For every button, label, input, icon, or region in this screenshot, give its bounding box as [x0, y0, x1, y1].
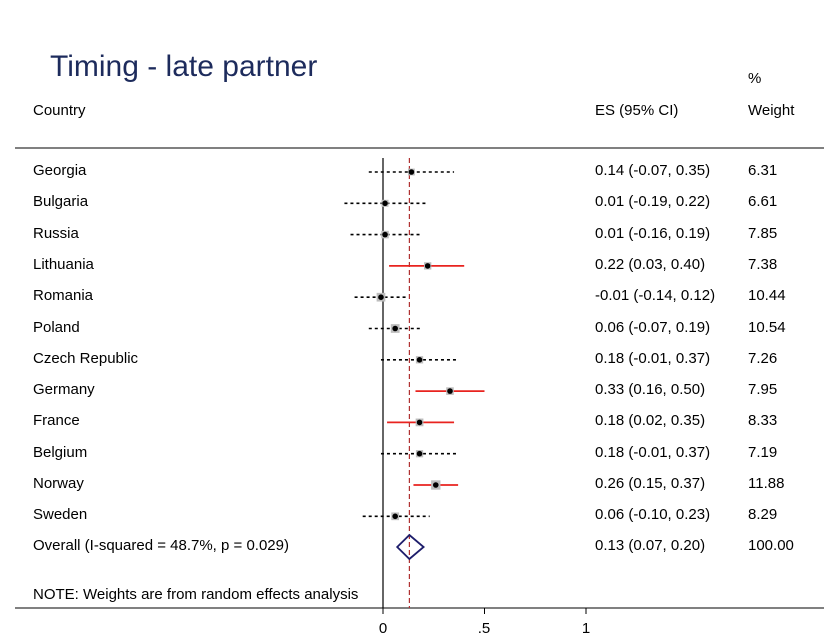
- overall-effect-size-value: 0.13 (0.07, 0.20): [595, 537, 706, 554]
- x-tick-label: 0: [378, 620, 388, 637]
- effect-size-value: 0.18 (-0.01, 0.37): [595, 443, 711, 461]
- country-label: Lithuania: [33, 255, 94, 273]
- point-estimate: [416, 419, 423, 426]
- point-estimate: [382, 200, 388, 207]
- weight-column-header: Weight: [748, 102, 795, 119]
- x-tick-label: 1: [581, 620, 591, 637]
- point-estimate: [382, 231, 388, 238]
- effect-size-value: 0.06 (-0.07, 0.19): [595, 318, 711, 336]
- weight-value: 8.29: [748, 506, 778, 524]
- point-estimate: [408, 169, 415, 175]
- effect-size-value: 0.14 (-0.07, 0.35): [595, 162, 711, 179]
- overall-diamond: [395, 533, 425, 561]
- weight-value: 7.38: [748, 255, 778, 273]
- country-label: Bulgaria: [33, 193, 89, 211]
- overall-weight-value: 100.00: [748, 537, 794, 554]
- country-label: Belgium: [33, 443, 88, 461]
- weight-value: 7.85: [748, 224, 778, 242]
- effect-size-value: 0.01 (-0.19, 0.22): [595, 193, 711, 211]
- weight-value: 11.88: [748, 475, 785, 492]
- weights-note: NOTE: Weights are from random effects an…: [33, 586, 359, 603]
- point-estimate: [392, 513, 398, 520]
- x-tick-label: .5: [477, 620, 491, 637]
- weight-value: 8.33: [748, 412, 778, 430]
- effect-size-value: 0.18 (-0.01, 0.37): [595, 349, 711, 367]
- country-label: Georgia: [33, 162, 87, 179]
- effect-size-value: 0.06 (-0.10, 0.23): [595, 506, 711, 524]
- point-estimate: [392, 325, 398, 332]
- overall-label: Overall (I-squared = 48.7%, p = 0.029): [33, 537, 289, 554]
- weight-value: 10.44: [748, 287, 786, 305]
- effect-size-value: 0.22 (0.03, 0.40): [595, 255, 706, 273]
- weight-value: 7.26: [748, 349, 778, 367]
- country-label: Russia: [33, 224, 79, 242]
- country-label: Romania: [33, 287, 94, 305]
- weight-column-header-percent: %: [748, 70, 762, 87]
- effect-size-value: -0.01 (-0.14, 0.12): [595, 287, 716, 305]
- es-column-header: ES (95% CI): [595, 102, 679, 119]
- chart-title: Timing - late partner: [50, 50, 318, 83]
- weight-value: 6.31: [748, 162, 778, 179]
- country-label: Sweden: [33, 506, 88, 524]
- point-estimate: [424, 263, 431, 269]
- country-label: France: [33, 412, 80, 430]
- weight-value: 10.54: [748, 318, 786, 336]
- weight-value: 7.95: [748, 381, 778, 399]
- country-label: Poland: [33, 318, 80, 336]
- point-estimate: [447, 388, 453, 394]
- effect-size-value: 0.33 (0.16, 0.50): [595, 381, 706, 399]
- country-column-header: Country: [33, 102, 86, 119]
- effect-size-value: 0.18 (0.02, 0.35): [595, 412, 706, 430]
- point-estimate: [416, 357, 423, 363]
- point-estimate: [378, 294, 384, 301]
- weight-value: 6.61: [748, 193, 778, 211]
- country-label: Germany: [33, 381, 95, 399]
- country-label: Czech Republic: [33, 349, 139, 367]
- effect-size-value: 0.01 (-0.16, 0.19): [595, 224, 711, 242]
- country-label: Norway: [33, 475, 84, 492]
- effect-size-value: 0.26 (0.15, 0.37): [595, 475, 706, 492]
- point-estimate: [416, 450, 423, 457]
- point-estimate: [432, 482, 439, 488]
- weight-value: 7.19: [748, 443, 778, 461]
